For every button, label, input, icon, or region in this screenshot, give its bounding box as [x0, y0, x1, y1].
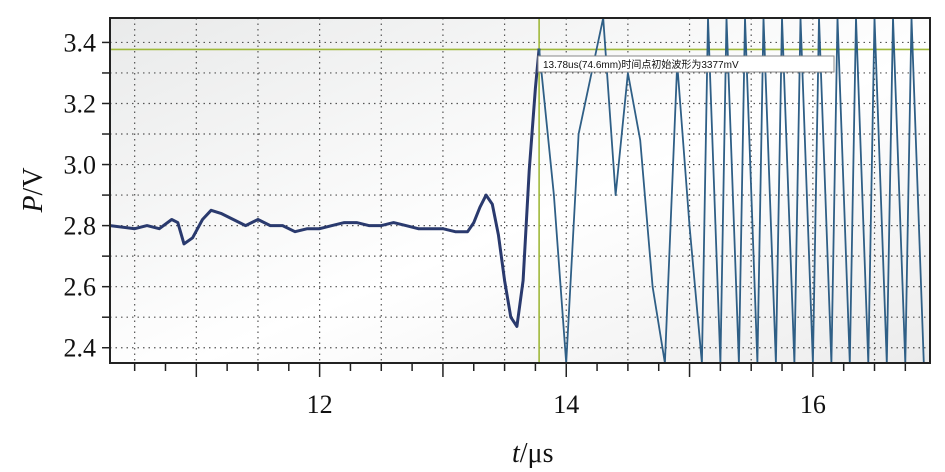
y-tick-label: 3.4 [64, 28, 97, 57]
y-tick-label: 2.8 [64, 212, 97, 241]
grid [110, 18, 930, 363]
annotation-text: 13.78us(74.6mm)时间点初始波形为3377mV [543, 58, 739, 71]
x-tick-label: 16 [800, 390, 826, 419]
tick-marks [102, 41, 907, 377]
y-tick-label: 3.0 [64, 151, 97, 180]
y-axis-variable: P [18, 195, 49, 213]
annotation-box: 13.78us(74.6mm)时间点初始波形为3377mV [537, 55, 835, 73]
x-tick-label: 12 [307, 390, 333, 419]
x-tick-label: 14 [553, 390, 579, 419]
series-baseline-line [110, 48, 541, 328]
y-tick-label: 3.2 [64, 89, 97, 118]
y-axis-title: P/V [18, 167, 49, 213]
annotation-background [537, 55, 835, 73]
x-axis-unit: /μs [520, 438, 554, 469]
y-tick-label: 2.4 [64, 334, 97, 363]
x-axis-variable: t [512, 438, 521, 469]
y-axis-unit: /V [18, 167, 49, 195]
plot-frame [109, 17, 931, 364]
x-axis-title: t/μs [512, 438, 553, 469]
series-wave-line [538, 18, 925, 363]
y-tick-label: 2.6 [64, 273, 97, 302]
